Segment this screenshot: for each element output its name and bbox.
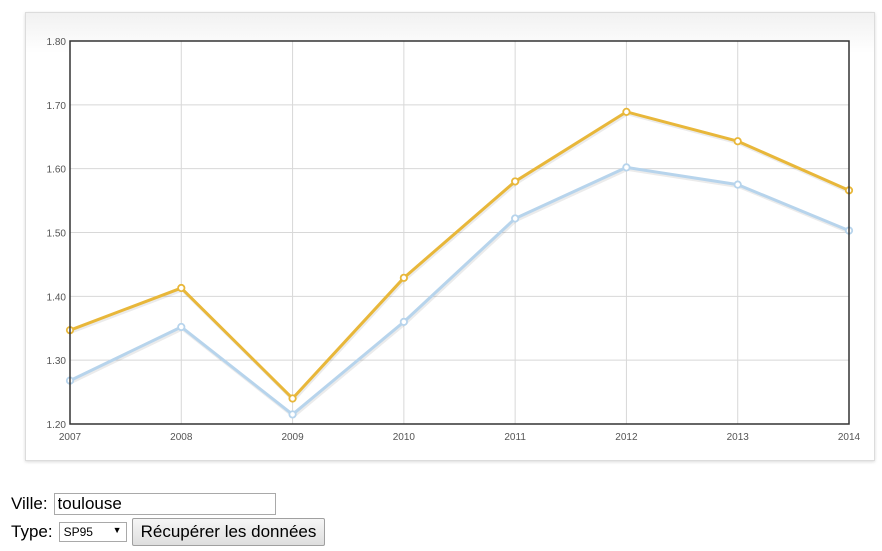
y-tick-label: 1.20 — [47, 420, 67, 431]
data-point — [399, 273, 408, 282]
type-select[interactable]: SP95 ▼ — [58, 522, 127, 542]
data-point — [733, 137, 742, 146]
y-tick-label: 1.40 — [47, 292, 67, 303]
data-point — [622, 163, 631, 172]
data-point — [177, 322, 186, 332]
y-tick-label: 1.80 — [47, 37, 67, 48]
ville-row: Ville: — [11, 490, 325, 518]
x-tick-label: 2012 — [615, 432, 638, 443]
data-point — [177, 283, 186, 293]
data-point — [733, 180, 742, 189]
y-tick-label: 1.30 — [47, 356, 67, 367]
type-label: Type: — [11, 522, 53, 541]
x-tick-label: 2007 — [59, 432, 82, 443]
y-tick-label: 1.70 — [47, 101, 67, 112]
ville-input[interactable] — [53, 493, 276, 515]
series-line — [69, 110, 850, 400]
chart-panel: 1.80 1.70 1.60 1.50 1.40 1.30 1.20 2007 2008 2009… — [25, 12, 875, 461]
x-tick-label: 2013 — [727, 432, 750, 443]
data-point — [511, 177, 520, 186]
data-point — [399, 317, 408, 326]
ville-label: Ville: — [11, 494, 48, 513]
dropdown-arrow-icon: ▼ — [112, 525, 122, 535]
y-tick-label: 1.60 — [47, 165, 67, 176]
x-tick-label: 2009 — [281, 432, 304, 443]
x-tick-label: 2010 — [393, 432, 416, 443]
fetch-data-button[interactable]: Récupérer les données — [131, 518, 326, 546]
type-row: Type: SP95 ▼ Récupérer les données — [11, 518, 326, 546]
type-selected-value: SP95 — [63, 525, 93, 539]
data-point — [288, 394, 297, 403]
data-point — [511, 214, 520, 223]
plot-frame — [69, 40, 850, 425]
series-line — [69, 165, 850, 416]
data-point — [288, 410, 297, 419]
data-point — [622, 107, 631, 116]
x-tick-label: 2008 — [170, 432, 193, 443]
y-tick-label: 1.50 — [47, 229, 67, 240]
x-tick-label: 2014 — [838, 432, 861, 443]
x-tick-label: 2011 — [504, 432, 526, 443]
query-form: Ville: Type: SP95 ▼ Récupérer les donnée… — [11, 490, 326, 546]
